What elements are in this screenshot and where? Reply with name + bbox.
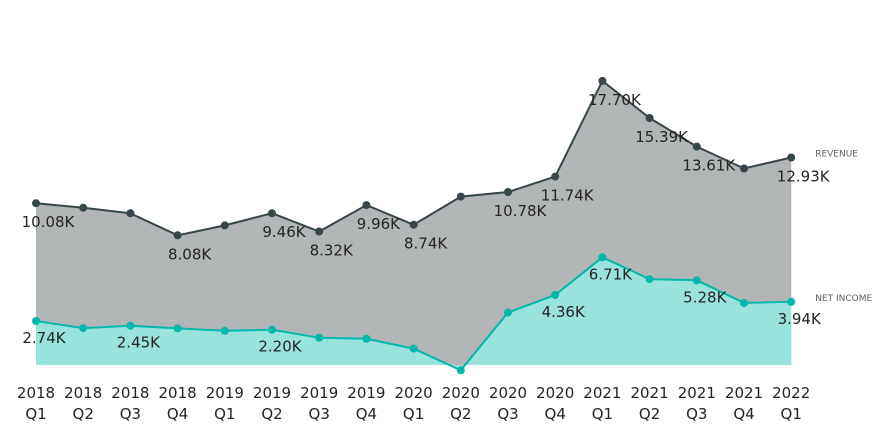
revenue-data-label: 9.46K bbox=[262, 223, 306, 241]
revenue-point[interactable] bbox=[79, 203, 88, 212]
net-income-data-label: 6.71K bbox=[589, 265, 633, 283]
net-income-point[interactable] bbox=[740, 298, 748, 307]
revenue-data-label: 12.93K bbox=[777, 168, 831, 186]
revenue-point[interactable] bbox=[692, 142, 701, 151]
x-tick-quarter: Q3 bbox=[309, 405, 330, 423]
revenue-data-label: 10.78K bbox=[494, 202, 548, 220]
net-income-point[interactable] bbox=[220, 326, 229, 335]
x-tick-quarter: Q3 bbox=[497, 405, 518, 423]
net-income-point[interactable] bbox=[787, 297, 796, 306]
revenue-point[interactable] bbox=[456, 192, 465, 201]
series-points bbox=[32, 76, 796, 375]
net-income-data-label: 4.36K bbox=[542, 303, 586, 321]
net-income-point[interactable] bbox=[79, 324, 88, 333]
net-income-legend-label: NET INCOME bbox=[815, 294, 872, 304]
x-tick-quarter: Q3 bbox=[120, 405, 141, 423]
net-income-point[interactable] bbox=[409, 344, 418, 353]
revenue-data-label: 10.08K bbox=[22, 213, 76, 231]
revenue-point[interactable] bbox=[787, 153, 796, 162]
x-tick-quarter: Q4 bbox=[545, 405, 566, 423]
revenue-point[interactable] bbox=[551, 172, 560, 181]
x-tick-year: 2018 bbox=[111, 384, 149, 402]
x-tick-year: 2020 bbox=[442, 384, 480, 402]
revenue-point[interactable] bbox=[173, 231, 182, 240]
revenue-point[interactable] bbox=[598, 76, 607, 85]
revenue-legend-label: REVENUE bbox=[815, 150, 858, 160]
net-income-point[interactable] bbox=[645, 275, 654, 284]
x-tick-year: 2018 bbox=[17, 384, 55, 402]
x-tick-quarter: Q4 bbox=[167, 405, 188, 423]
series-legend: REVENUE NET INCOME bbox=[815, 150, 872, 304]
revenue-point[interactable] bbox=[409, 220, 418, 229]
net-income-point[interactable] bbox=[504, 308, 512, 317]
net-income-point[interactable] bbox=[268, 325, 276, 334]
revenue-data-label: 8.74K bbox=[404, 235, 448, 253]
x-tick-year: 2018 bbox=[159, 384, 197, 402]
x-tick-year: 2019 bbox=[347, 384, 385, 402]
revenue-point[interactable] bbox=[126, 209, 135, 218]
net-income-point[interactable] bbox=[551, 291, 560, 299]
net-income-point[interactable] bbox=[598, 253, 607, 262]
net-income-data-label: 2.74K bbox=[22, 329, 66, 347]
x-tick-quarter: Q2 bbox=[73, 405, 94, 423]
x-tick-quarter: Q1 bbox=[592, 405, 613, 423]
series-areas bbox=[36, 80, 792, 371]
x-tick-quarter: Q1 bbox=[25, 405, 46, 423]
x-tick-year: 2022 bbox=[772, 384, 810, 402]
x-tick-quarter: Q4 bbox=[356, 405, 377, 423]
x-axis: 2018 Q1 2018 Q2 2018 Q3 2018 Q4 2019 Q1 2019 Q2 2019… bbox=[17, 384, 810, 423]
x-tick-year: 2019 bbox=[206, 384, 244, 402]
revenue-point[interactable] bbox=[362, 201, 371, 210]
x-tick-year: 2019 bbox=[300, 384, 338, 402]
revenue-point[interactable] bbox=[32, 199, 40, 208]
x-tick-quarter: Q1 bbox=[214, 405, 235, 423]
x-tick-quarter: Q2 bbox=[261, 405, 282, 423]
x-tick-year: 2019 bbox=[253, 384, 291, 402]
x-tick-year: 2021 bbox=[725, 384, 763, 402]
revenue-point[interactable] bbox=[504, 188, 512, 196]
net-income-data-label: 5.28K bbox=[683, 288, 727, 306]
revenue-data-label: 13.61K bbox=[682, 157, 736, 175]
x-tick-quarter: Q1 bbox=[781, 405, 802, 423]
net-income-point[interactable] bbox=[362, 334, 371, 343]
revenue-point[interactable] bbox=[740, 164, 748, 173]
x-tick-year: 2021 bbox=[631, 384, 669, 402]
net-income-point[interactable] bbox=[692, 276, 701, 285]
x-tick-year: 2021 bbox=[583, 384, 621, 402]
revenue-data-label: 8.32K bbox=[310, 242, 354, 260]
net-income-data-label: 2.45K bbox=[117, 334, 161, 352]
net-income-point[interactable] bbox=[315, 333, 324, 342]
x-tick-quarter: Q4 bbox=[733, 405, 754, 423]
x-tick-year: 2020 bbox=[489, 384, 527, 402]
revenue-data-label: 15.39K bbox=[635, 128, 689, 146]
revenue-point[interactable] bbox=[220, 221, 229, 230]
x-tick-year: 2020 bbox=[395, 384, 433, 402]
revenue-data-label: 17.70K bbox=[588, 91, 642, 109]
x-tick-quarter: Q1 bbox=[403, 405, 424, 423]
net-income-point[interactable] bbox=[173, 324, 182, 333]
revenue-point[interactable] bbox=[268, 209, 276, 218]
revenue-point[interactable] bbox=[645, 114, 654, 122]
revenue-point[interactable] bbox=[315, 227, 324, 236]
x-tick-year: 2018 bbox=[64, 384, 102, 402]
net-income-data-label: 3.94K bbox=[778, 310, 822, 328]
revenue-data-label: 11.74K bbox=[541, 187, 595, 205]
net-income-data-label: 2.20K bbox=[258, 338, 302, 356]
x-tick-year: 2021 bbox=[678, 384, 716, 402]
x-tick-quarter: Q2 bbox=[450, 405, 471, 423]
net-income-point[interactable] bbox=[126, 321, 135, 330]
x-tick-year: 2020 bbox=[536, 384, 574, 402]
net-income-point[interactable] bbox=[32, 317, 40, 325]
net-income-area bbox=[36, 257, 792, 371]
revenue-data-label: 8.08K bbox=[168, 245, 212, 263]
x-tick-quarter: Q2 bbox=[639, 405, 660, 423]
revenue-data-label: 9.96K bbox=[357, 215, 401, 233]
net-income-point[interactable] bbox=[456, 366, 465, 375]
x-tick-quarter: Q3 bbox=[686, 405, 707, 423]
